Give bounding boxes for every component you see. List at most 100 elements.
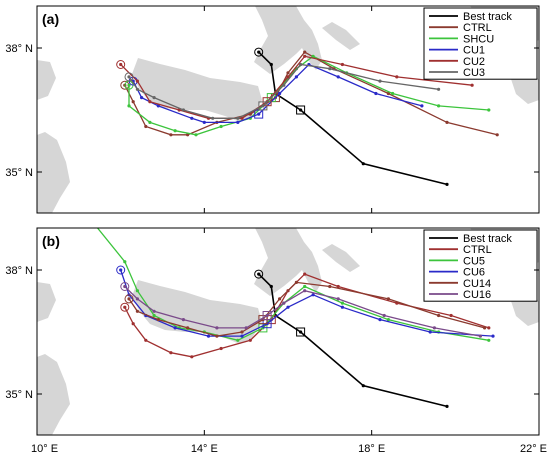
track-point [282, 301, 286, 305]
track-point [135, 297, 139, 301]
track-point [190, 116, 194, 120]
track-point [382, 313, 386, 318]
legend-entry: CU16 [463, 289, 491, 301]
track-point [299, 330, 303, 334]
track-point [131, 100, 135, 104]
track-point [294, 75, 298, 79]
track-point [202, 120, 206, 124]
track-point [374, 91, 378, 96]
track-point [181, 108, 185, 112]
track-point [420, 104, 424, 108]
track-cu3 [128, 63, 439, 119]
x-tick-label: 14° E [191, 443, 218, 455]
legend-entry: Best track [463, 233, 512, 245]
track-point [236, 120, 240, 124]
track-point [152, 313, 156, 318]
legend-entry: CU6 [463, 267, 485, 279]
legend-entry: CU3 [463, 67, 485, 79]
track-start-marker [116, 265, 126, 275]
track-point [303, 289, 307, 293]
track-point [340, 305, 344, 309]
track-point [123, 284, 127, 289]
track-point [119, 62, 123, 67]
track-start-marker [87, 216, 95, 224]
track-point [303, 50, 307, 54]
track-point [135, 289, 139, 293]
track-start-marker [120, 282, 130, 291]
track-point [148, 120, 152, 124]
track-point [169, 133, 173, 137]
legend-entry: CU1 [463, 45, 485, 57]
track-point [286, 71, 290, 75]
x-tick-label: 10° E [31, 443, 58, 455]
track-point [135, 79, 139, 83]
track-point [437, 87, 441, 91]
track-point [269, 62, 273, 67]
track-point [328, 284, 332, 289]
track-point [186, 133, 190, 137]
track-point [336, 75, 340, 79]
track-point [378, 79, 382, 83]
track-point [244, 326, 248, 330]
tracks-panel-b [87, 216, 495, 408]
track-point [181, 318, 185, 322]
track-point [127, 75, 131, 79]
track-point [152, 96, 156, 100]
track-point [148, 100, 152, 104]
track-point [328, 67, 332, 71]
track-point [211, 116, 215, 120]
legend-box [423, 229, 538, 302]
track-point [169, 351, 173, 355]
track-square-marker [296, 105, 306, 115]
track-point [240, 330, 244, 334]
legend-entry: CU5 [463, 255, 485, 267]
track-point [340, 301, 344, 305]
track-point [206, 334, 211, 338]
y-tick-label: 38° N [5, 43, 33, 55]
track-point [336, 297, 340, 301]
track-point [391, 91, 395, 96]
track-point [236, 338, 240, 342]
track-point [286, 75, 290, 79]
track-point [311, 54, 315, 58]
track-best-track [258, 273, 448, 408]
frame-panel-a [36, 5, 540, 214]
legend-entry: CTRL [463, 22, 492, 34]
track-square-marker [258, 101, 268, 111]
track-point [257, 50, 261, 54]
track-point [487, 338, 491, 342]
track-point [152, 309, 156, 313]
track-point [470, 83, 474, 87]
track-square-marker [296, 327, 306, 337]
track-shcu [128, 55, 489, 136]
track-point [378, 318, 382, 322]
legend-box [423, 7, 538, 80]
track-point [190, 355, 194, 359]
track-point [194, 133, 198, 137]
track-point [156, 104, 160, 108]
track-point [173, 129, 177, 133]
track-point [215, 326, 219, 330]
track-point [173, 326, 177, 330]
track-point [495, 133, 499, 137]
track-point [361, 384, 365, 388]
y-tick-label: 35° N [5, 167, 33, 179]
legend-entry: Best track [463, 11, 512, 23]
track-point [186, 326, 190, 330]
track-point [294, 280, 298, 284]
track-point [282, 83, 286, 87]
track-point [123, 260, 127, 264]
track-point [487, 108, 491, 112]
track-point [303, 54, 307, 58]
track-point [123, 305, 127, 309]
track-point [278, 297, 282, 301]
track-point [445, 120, 449, 124]
track-point [269, 284, 273, 289]
track-point [299, 62, 303, 67]
track-point [236, 116, 240, 120]
track-point [336, 284, 340, 289]
